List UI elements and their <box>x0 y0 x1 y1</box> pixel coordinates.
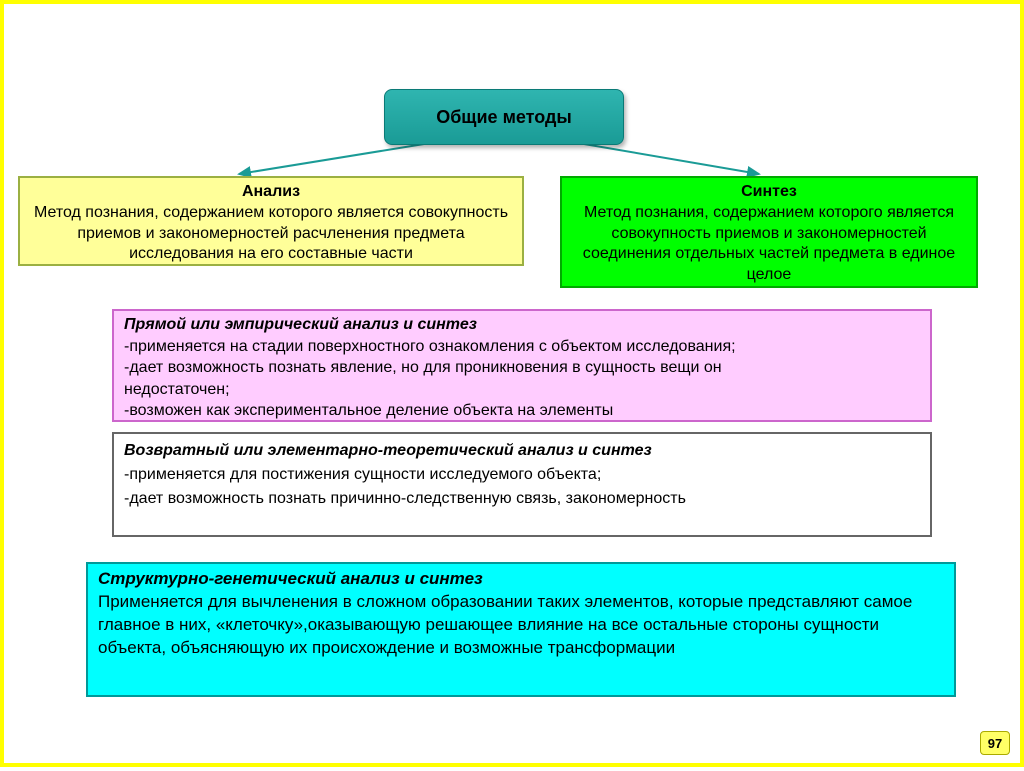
vozvrat-title: Возвратный или элементарно-теоретический… <box>124 439 920 463</box>
strukt-box: Структурно-генетический анализ и синтез … <box>86 562 956 697</box>
title-text: Общие методы <box>436 107 572 128</box>
empirical-line1: -применяется на стадии поверхностного оз… <box>124 336 920 358</box>
empirical-line2b: недостаточен; <box>124 379 920 401</box>
analiz-title: Анализ <box>28 182 514 203</box>
empirical-line2: -дает возможность познать явление, но дл… <box>124 357 920 379</box>
page-number-value: 97 <box>988 736 1002 751</box>
strukt-body: Применяется для вычленения в сложном обр… <box>98 591 944 660</box>
sintez-body: Метод познания, содержанием которого явл… <box>574 203 964 286</box>
analiz-box: Анализ Метод познания, содержанием котор… <box>18 176 524 266</box>
strukt-title: Структурно-генетический анализ и синтез <box>98 568 944 591</box>
vozvrat-line1: -применяется для постижения сущности исс… <box>124 463 920 487</box>
vozvrat-box: Возвратный или элементарно-теоретический… <box>112 432 932 537</box>
sintez-title: Синтез <box>574 182 964 203</box>
title-general-methods: Общие методы <box>384 89 624 145</box>
empirical-box: Прямой или эмпирический анализ и синтез … <box>112 309 932 422</box>
analiz-body: Метод познания, содержанием которого явл… <box>28 203 514 265</box>
page-number: 97 <box>980 731 1010 755</box>
sintez-box: Синтез Метод познания, содержанием котор… <box>560 176 978 288</box>
vozvrat-line2: -дает возможность познать причинно-следс… <box>124 487 920 511</box>
empirical-line3: -возможен как экспериментальное деление … <box>124 400 920 422</box>
empirical-title: Прямой или эмпирический анализ и синтез <box>124 314 920 336</box>
